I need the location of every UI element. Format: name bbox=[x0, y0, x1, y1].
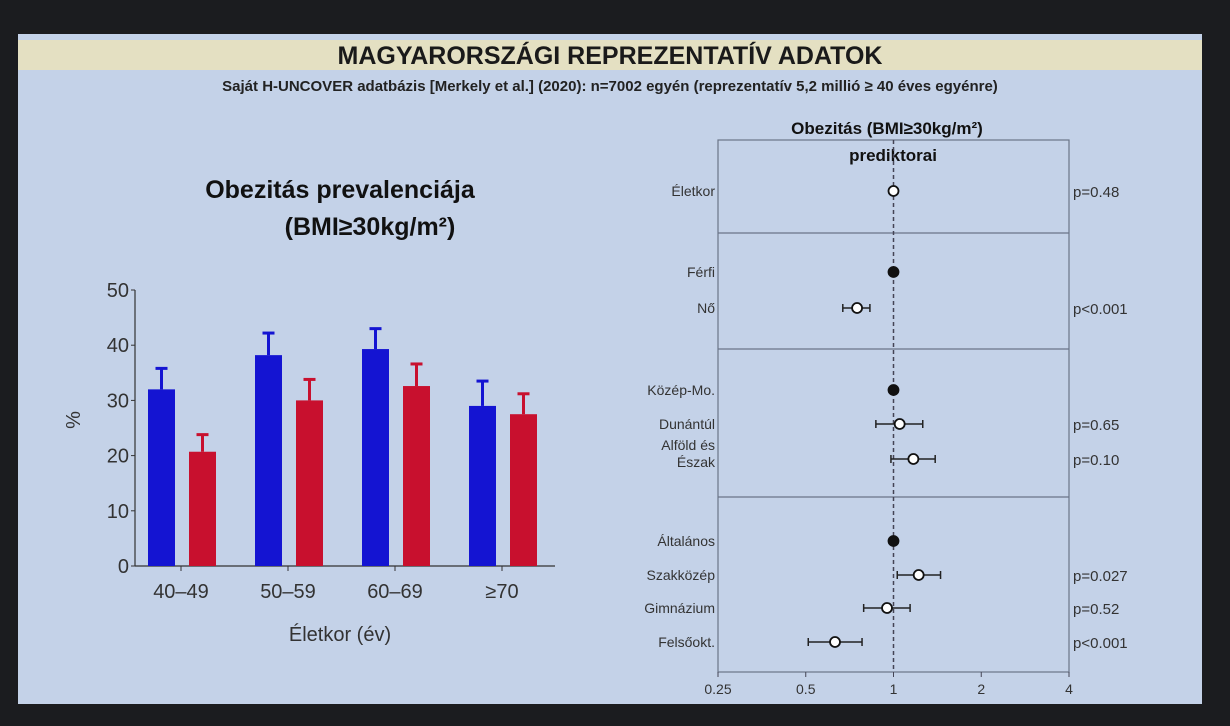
row-label: Alföld és bbox=[661, 437, 715, 453]
bar-red bbox=[189, 451, 216, 566]
reference-point bbox=[887, 384, 900, 396]
reference-point bbox=[887, 535, 900, 547]
x-tick-label: 1 bbox=[890, 681, 898, 697]
row-label: Észak bbox=[677, 454, 716, 470]
p-value: p=0.52 bbox=[1073, 601, 1119, 618]
bar-blue bbox=[469, 405, 496, 566]
y-tick-label: 20 bbox=[107, 446, 129, 468]
x-tick-label: 50–59 bbox=[260, 581, 316, 603]
x-tick-label: 40–49 bbox=[153, 581, 209, 603]
slide-subtitle: Saját H-UNCOVER adatbázis [Merkely et al… bbox=[222, 78, 998, 95]
bar-red bbox=[510, 414, 537, 566]
y-tick-label: 30 bbox=[107, 390, 129, 412]
x-tick-label: 0.5 bbox=[796, 681, 816, 697]
bar-chart-title: Obezitás prevalenciája bbox=[205, 176, 476, 204]
estimate-point bbox=[881, 602, 893, 614]
estimate-point bbox=[893, 418, 906, 430]
y-tick-label: 10 bbox=[107, 501, 129, 523]
row-label: Felsőokt. bbox=[658, 634, 715, 650]
bar-chart-subtitle: (BMI≥30kg/m²) bbox=[285, 213, 456, 241]
slide-title: MAGYARORSZÁGI REPREZENTATÍV ADATOK bbox=[337, 42, 883, 70]
row-label: Életkor bbox=[671, 183, 715, 199]
p-value: p=0.027 bbox=[1073, 568, 1128, 585]
slide: MAGYARORSZÁGI REPREZENTATÍV ADATOK Saját… bbox=[18, 34, 1202, 704]
row-label: Közép-Mo. bbox=[647, 382, 715, 398]
p-value: p=0.48 bbox=[1073, 184, 1119, 201]
bar-blue bbox=[362, 349, 389, 566]
estimate-point bbox=[851, 302, 863, 314]
p-value: p=0.65 bbox=[1073, 417, 1119, 434]
y-tick-label: 0 bbox=[118, 556, 129, 578]
x-tick-label: 4 bbox=[1065, 681, 1073, 697]
x-tick-label: 0.25 bbox=[704, 681, 731, 697]
x-tick-label: ≥70 bbox=[485, 581, 518, 603]
y-tick-label: 50 bbox=[107, 280, 129, 302]
bar-blue bbox=[148, 389, 175, 566]
p-value: p<0.001 bbox=[1073, 635, 1128, 652]
row-label: Gimnázium bbox=[644, 600, 715, 616]
estimate-point bbox=[829, 636, 841, 648]
estimate-point bbox=[887, 185, 900, 197]
row-label: Dunántúl bbox=[659, 416, 715, 432]
bar-blue bbox=[255, 355, 282, 566]
bar-red bbox=[296, 400, 323, 566]
forest-title: Obezitás (BMI≥30kg/m²) bbox=[791, 119, 983, 138]
estimate-point bbox=[912, 569, 925, 581]
x-tick-label: 2 bbox=[977, 681, 985, 697]
p-value: p<0.001 bbox=[1073, 301, 1128, 318]
y-tick-label: 40 bbox=[107, 335, 129, 357]
x-tick-label: 60–69 bbox=[367, 581, 423, 603]
bar-red bbox=[403, 386, 430, 566]
reference-point bbox=[887, 266, 900, 278]
estimate-point bbox=[907, 453, 920, 465]
row-label: Nő bbox=[697, 300, 715, 316]
x-axis-label: Életkor (év) bbox=[289, 623, 391, 646]
y-axis-label: % bbox=[63, 411, 85, 429]
p-value: p=0.10 bbox=[1073, 452, 1119, 469]
row-label: Szakközép bbox=[647, 567, 716, 583]
row-label: Általános bbox=[657, 533, 715, 549]
title-band bbox=[18, 40, 1202, 70]
row-label: Férfi bbox=[687, 264, 715, 280]
